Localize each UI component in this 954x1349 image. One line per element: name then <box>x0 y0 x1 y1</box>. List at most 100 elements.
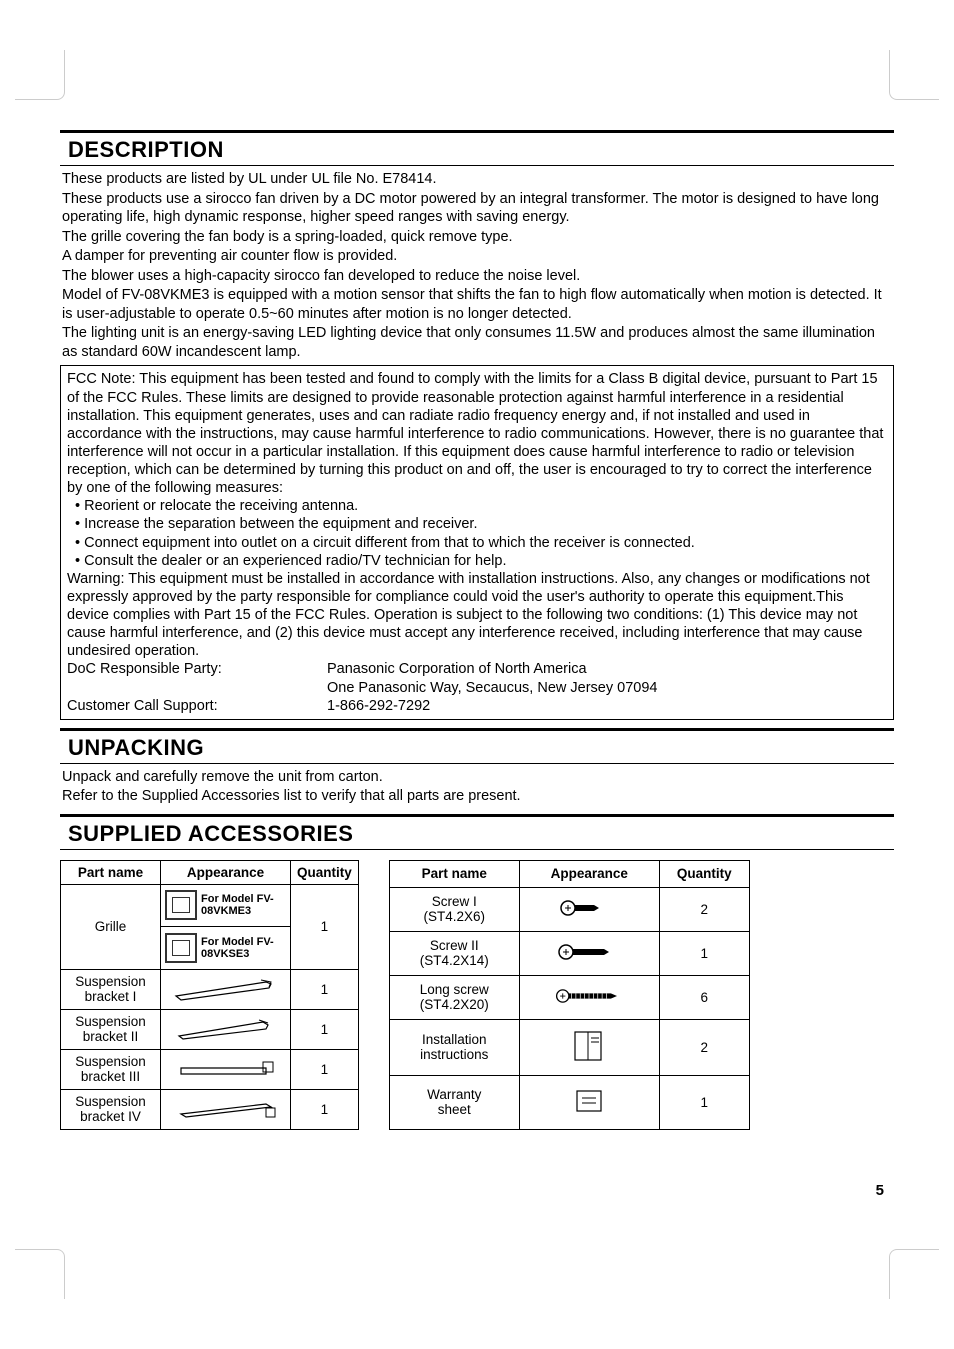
fcc-bullet: • Increase the separation between the eq… <box>67 515 887 533</box>
support-value: 1-866-292-7292 <box>327 697 430 715</box>
fcc-note-box: FCC Note: This equipment has been tested… <box>60 365 894 719</box>
table-header-row: Part name Appearance Quantity <box>389 860 749 887</box>
fcc-bullet: • Reorient or relocate the receiving ant… <box>67 497 887 515</box>
screw-icon <box>554 940 624 964</box>
doc-party-label: DoC Responsible Party: <box>67 660 267 696</box>
accessories-tables: Part name Appearance Quantity Grille For… <box>60 860 894 1130</box>
cell-appearance <box>161 1089 291 1129</box>
fcc-bullet-text: Connect equipment into outlet on a circu… <box>84 535 695 551</box>
table-row: Suspension bracket I 1 <box>61 969 359 1009</box>
cell-appearance <box>161 1009 291 1049</box>
cell-qty: 1 <box>291 1089 359 1129</box>
cell-partname: Suspension bracket II <box>61 1009 161 1049</box>
cell-partname: Warranty sheet <box>389 1075 519 1129</box>
desc-para: The grille covering the fan body is a sp… <box>62 228 892 247</box>
cell-partname: Long screw (ST4.2X20) <box>389 975 519 1019</box>
bracket-icon <box>171 1054 281 1082</box>
desc-para: The lighting unit is an energy-saving LE… <box>62 324 892 361</box>
doc-party-value: Panasonic Corporation of North America O… <box>327 660 657 696</box>
description-heading: DESCRIPTION <box>60 133 894 166</box>
doc-party-line: Panasonic Corporation of North America <box>327 660 657 678</box>
fcc-bullet: • Consult the dealer or an experienced r… <box>67 552 887 570</box>
cell-qty: 1 <box>291 1009 359 1049</box>
cell-partname: Suspension bracket I <box>61 969 161 1009</box>
page-content: DESCRIPTION These products are listed by… <box>0 0 954 1349</box>
fcc-intro: FCC Note: This equipment has been tested… <box>67 370 887 497</box>
table-row: Screw I (ST4.2X6) 2 <box>389 887 749 931</box>
table-row: Screw II (ST4.2X14) 1 <box>389 931 749 975</box>
sheet-icon <box>569 1083 609 1119</box>
table-row: Grille For Model FV-08VKME3 For Model FV… <box>61 884 359 969</box>
unpacking-heading: UNPACKING <box>60 731 894 764</box>
description-body: These products are listed by UL under UL… <box>60 166 894 361</box>
grille-icon <box>165 890 197 920</box>
bracket-icon <box>171 1094 281 1122</box>
th-appearance: Appearance <box>519 860 659 887</box>
bracket-icon <box>171 974 281 1002</box>
cell-qty: 1 <box>659 931 749 975</box>
table-row: Warranty sheet 1 <box>389 1075 749 1129</box>
th-quantity: Quantity <box>291 860 359 884</box>
th-partname: Part name <box>389 860 519 887</box>
doc-party-line: One Panasonic Way, Secaucus, New Jersey … <box>327 679 657 697</box>
desc-para: The blower uses a high-capacity sirocco … <box>62 267 892 286</box>
desc-para: Model of FV-08VKME3 is equipped with a m… <box>62 286 892 323</box>
support-label: Customer Call Support: <box>67 697 267 715</box>
cell-partname: Suspension bracket III <box>61 1049 161 1089</box>
accessories-heading: SUPPLIED ACCESSORIES <box>60 817 894 850</box>
table-row: Long screw (ST4.2X20) 6 <box>389 975 749 1019</box>
cell-appearance <box>161 1049 291 1089</box>
grille-label: For Model FV-08VKSE3 <box>201 936 286 960</box>
fcc-bullet-text: Consult the dealer or an experienced rad… <box>84 553 506 569</box>
table-header-row: Part name Appearance Quantity <box>61 860 359 884</box>
grille-label: For Model FV-08VKME3 <box>201 893 286 917</box>
bracket-icon <box>171 1014 281 1042</box>
cell-appearance <box>161 969 291 1009</box>
fcc-warning: Warning: This equipment must be installe… <box>67 570 887 661</box>
table-row: Suspension bracket III 1 <box>61 1049 359 1089</box>
unpack-para: Refer to the Supplied Accessories list t… <box>62 787 892 806</box>
cell-appearance <box>519 931 659 975</box>
screw-icon <box>554 896 624 920</box>
accessories-table-right: Part name Appearance Quantity Screw I (S… <box>389 860 750 1130</box>
cell-appearance <box>519 887 659 931</box>
cell-qty: 2 <box>659 1019 749 1075</box>
fcc-bullet-text: Reorient or relocate the receiving anten… <box>84 498 358 514</box>
table-row: Installation instructions 2 <box>389 1019 749 1075</box>
cell-qty: 6 <box>659 975 749 1019</box>
cell-appearance: For Model FV-08VKME3 For Model FV-08VKSE… <box>161 884 291 969</box>
desc-para: These products are listed by UL under UL… <box>62 170 892 189</box>
cell-partname: Screw II (ST4.2X14) <box>389 931 519 975</box>
unpacking-body: Unpack and carefully remove the unit fro… <box>60 764 894 806</box>
grille-variant: For Model FV-08VKME3 <box>161 885 290 927</box>
doc-party-row: DoC Responsible Party: Panasonic Corpora… <box>67 660 887 696</box>
table-row: Suspension bracket II 1 <box>61 1009 359 1049</box>
cell-partname: Grille <box>61 884 161 969</box>
cell-qty: 1 <box>291 884 359 969</box>
cell-partname: Screw I (ST4.2X6) <box>389 887 519 931</box>
th-appearance: Appearance <box>161 860 291 884</box>
page-number: 5 <box>876 1182 884 1199</box>
screw-icon <box>554 984 624 1008</box>
unpack-para: Unpack and carefully remove the unit fro… <box>62 768 892 787</box>
desc-para: A damper for preventing air counter flow… <box>62 247 892 266</box>
th-quantity: Quantity <box>659 860 749 887</box>
cell-qty: 2 <box>659 887 749 931</box>
grille-variant: For Model FV-08VKSE3 <box>161 927 290 969</box>
th-partname: Part name <box>61 860 161 884</box>
table-row: Suspension bracket IV 1 <box>61 1089 359 1129</box>
document-icon <box>569 1028 609 1064</box>
cell-qty: 1 <box>291 1049 359 1089</box>
support-row: Customer Call Support: 1-866-292-7292 <box>67 697 887 715</box>
cell-qty: 1 <box>291 969 359 1009</box>
cell-appearance <box>519 1075 659 1129</box>
cell-appearance <box>519 975 659 1019</box>
cell-appearance <box>519 1019 659 1075</box>
desc-para: These products use a sirocco fan driven … <box>62 190 892 227</box>
fcc-bullet-text: Increase the separation between the equi… <box>84 516 477 532</box>
cell-qty: 1 <box>659 1075 749 1129</box>
grille-icon <box>165 933 197 963</box>
fcc-bullet: • Connect equipment into outlet on a cir… <box>67 534 887 552</box>
cell-partname: Suspension bracket IV <box>61 1089 161 1129</box>
accessories-table-left: Part name Appearance Quantity Grille For… <box>60 860 359 1130</box>
